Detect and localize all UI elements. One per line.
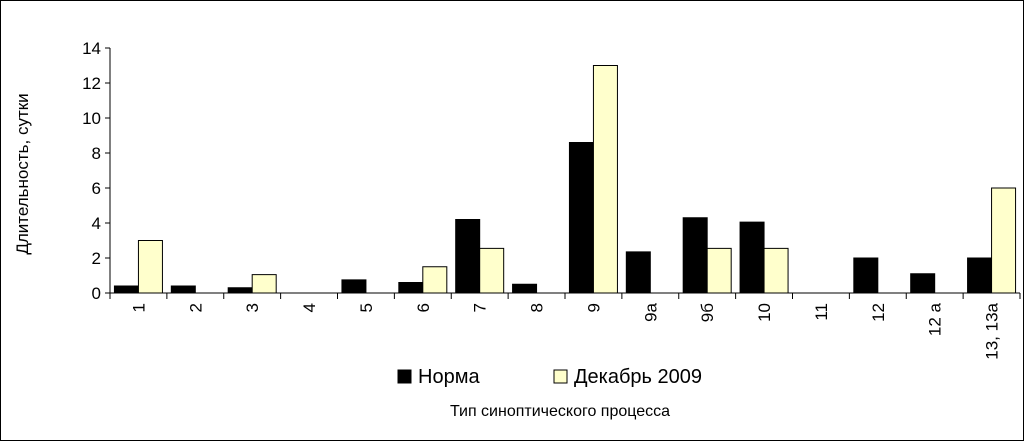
x-tick-label: 2 — [186, 303, 205, 312]
x-tick-label: 13, 13а — [983, 302, 1002, 359]
bar-norma-16 — [967, 257, 993, 294]
bar-norma-3 — [227, 287, 253, 294]
y-tick-label: 12 — [82, 74, 101, 93]
bar-norma-1 — [113, 285, 139, 294]
y-tick-label: 2 — [92, 249, 101, 268]
bar-norma-15 — [910, 273, 936, 294]
y-tick-label: 10 — [82, 109, 101, 128]
bar-norma-14 — [853, 257, 879, 294]
x-tick-label: 9б — [698, 303, 717, 322]
bar-norma-5 — [341, 279, 367, 294]
bar-december-2009-6 — [422, 266, 448, 294]
x-tick-label: 8 — [528, 303, 547, 312]
bar-december-2009-9 — [592, 65, 618, 294]
x-tick-label: 10 — [755, 303, 774, 322]
x-tick-label: 1 — [129, 303, 148, 312]
x-tick-label: 12 а — [926, 302, 945, 336]
legend: Норма Декабрь 2009 — [397, 366, 702, 388]
bar-norma-8 — [512, 283, 538, 294]
bars — [113, 65, 1017, 294]
bar-december-2009-3 — [251, 274, 277, 294]
x-tick-label: 5 — [357, 303, 376, 312]
bar-december-2009-7 — [479, 247, 505, 294]
bar-december-2009-1 — [137, 240, 163, 294]
x-axis-title: Тип синоптического процесса — [450, 403, 670, 420]
y-tick-label: 0 — [92, 284, 101, 303]
legend-label-december-2009: Декабрь 2009 — [574, 366, 702, 388]
y-tick-label: 14 — [82, 39, 101, 58]
x-axis: 1 2 3 4 5 6 7 8 9 9а 9б 10 11 12 12 а 13, 13а — [109, 292, 1021, 360]
legend-swatch-december-2009 — [553, 369, 568, 384]
x-tick-label: 12 — [869, 303, 888, 322]
x-tick-label: 11 — [812, 303, 831, 321]
bar-december-2009-16 — [991, 187, 1017, 294]
bar-norma-11 — [682, 217, 708, 294]
y-tick-label: 8 — [92, 144, 101, 163]
legend-swatch-norma — [397, 369, 412, 384]
bar-norma-12 — [739, 221, 765, 294]
bar-norma-6 — [398, 282, 424, 294]
bar-norma-7 — [455, 219, 481, 294]
legend-label-norma: Норма — [418, 366, 480, 388]
x-tick-label: 9а — [641, 302, 660, 321]
y-tick-label: 6 — [92, 179, 101, 198]
y-axis-title: Длительность, сутки — [13, 93, 32, 254]
bar-december-2009-12 — [763, 247, 789, 294]
bar-norma-9 — [568, 142, 594, 294]
y-tick-label: 4 — [92, 214, 101, 233]
bar-norma-10 — [625, 251, 651, 294]
bar-norma-2 — [170, 285, 196, 294]
bar-december-2009-11 — [706, 247, 732, 294]
y-axis: 0 2 4 6 8 10 12 14 — [82, 39, 111, 303]
x-tick-label: 3 — [243, 303, 262, 312]
x-tick-label: 9 — [584, 303, 603, 312]
x-tick-label: 4 — [300, 303, 319, 312]
x-tick-label: 7 — [471, 303, 490, 312]
x-tick-label: 6 — [414, 303, 433, 312]
